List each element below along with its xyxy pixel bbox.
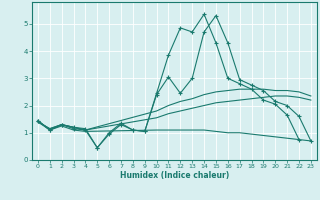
- X-axis label: Humidex (Indice chaleur): Humidex (Indice chaleur): [120, 171, 229, 180]
